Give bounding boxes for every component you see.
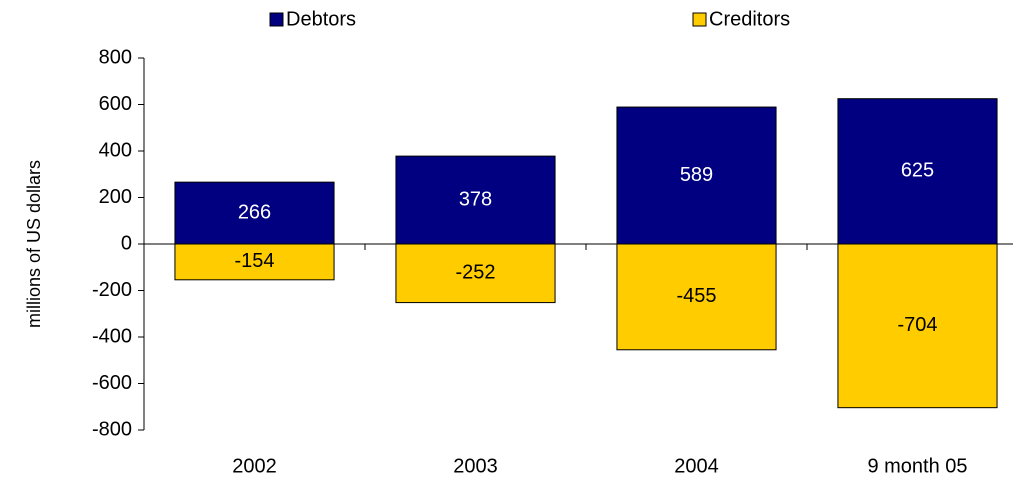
bar — [395, 243, 556, 304]
y-tick-label: 800 — [99, 46, 132, 68]
y-tick-label: 600 — [99, 93, 132, 115]
y-tick-label: -800 — [92, 418, 132, 440]
x-tick-label: 2004 — [674, 455, 719, 477]
legend-swatch — [692, 12, 707, 27]
value-label: -704 — [897, 314, 937, 336]
y-tick-label: -600 — [92, 372, 132, 394]
legend-swatch — [269, 12, 284, 27]
x-tick-label: 9 month 05 — [867, 455, 967, 477]
legend-label: Creditors — [709, 8, 790, 30]
bar — [616, 243, 777, 351]
value-label: 625 — [901, 160, 934, 182]
y-tick-label: 0 — [121, 232, 132, 254]
value-label: 589 — [680, 164, 713, 186]
bar — [174, 181, 335, 245]
value-label: -154 — [234, 250, 274, 272]
x-tick-label: 2003 — [453, 455, 498, 477]
y-tick-label: 400 — [99, 139, 132, 161]
y-axis-label: millions of US dollars — [24, 160, 44, 328]
legend-label: Debtors — [286, 8, 356, 30]
value-label: 378 — [459, 188, 492, 210]
bar — [174, 243, 335, 281]
y-tick-label: -200 — [92, 279, 132, 301]
bar — [616, 106, 777, 245]
value-label: -455 — [676, 285, 716, 307]
bar — [837, 98, 998, 245]
x-tick-label: 2002 — [232, 455, 277, 477]
value-label: -252 — [455, 262, 495, 284]
value-label: 266 — [238, 201, 271, 223]
y-tick-label: -400 — [92, 325, 132, 347]
y-tick-label: 200 — [99, 186, 132, 208]
bar — [837, 243, 998, 409]
